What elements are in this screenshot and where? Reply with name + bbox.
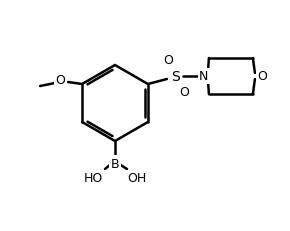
Text: O: O xyxy=(257,70,267,83)
Text: OH: OH xyxy=(127,172,147,185)
Text: O: O xyxy=(55,74,65,87)
Text: S: S xyxy=(171,70,180,84)
Text: O: O xyxy=(163,54,173,67)
Text: O: O xyxy=(179,86,189,99)
Text: B: B xyxy=(111,157,119,170)
Text: HO: HO xyxy=(84,172,103,185)
Text: N: N xyxy=(199,70,209,83)
